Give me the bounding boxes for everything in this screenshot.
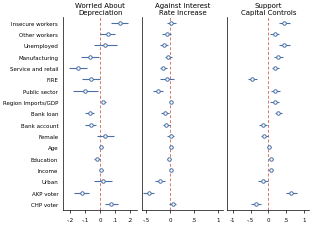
Title: Worried About
Depreciation: Worried About Depreciation [75,3,125,16]
Title: Against Interest
Rate Increase: Against Interest Rate Increase [155,3,210,16]
Title: Support
Capital Controls: Support Capital Controls [241,3,296,16]
